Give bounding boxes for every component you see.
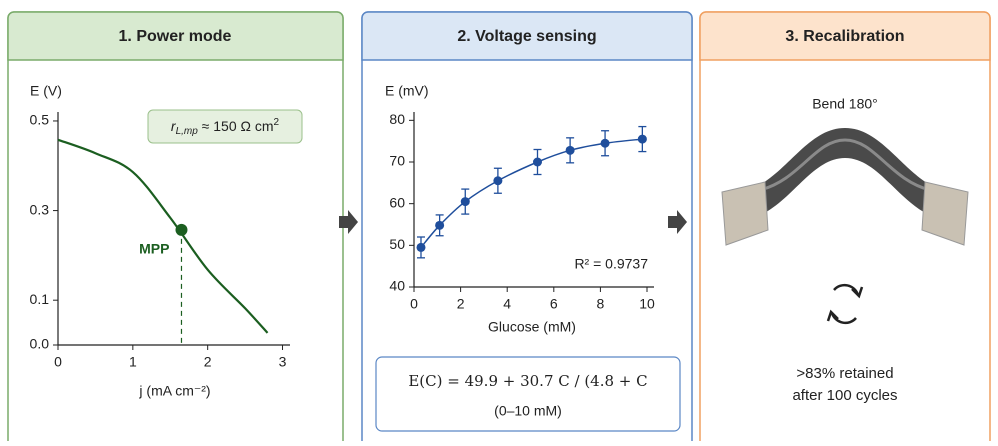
data-point bbox=[532, 157, 542, 167]
x-axis-label: j (mA cm⁻²) bbox=[138, 383, 210, 399]
y-tick-label: 0.3 bbox=[30, 201, 50, 217]
x-tick-label: 0 bbox=[410, 296, 418, 312]
mpp-point bbox=[175, 223, 188, 236]
note-line: >83% retained bbox=[796, 365, 893, 382]
flow-arrow bbox=[668, 210, 687, 234]
x-tick-label: 0 bbox=[54, 354, 62, 370]
data-point bbox=[493, 176, 503, 186]
y-tick-label: 80 bbox=[389, 111, 405, 127]
y-tick-label: 60 bbox=[389, 194, 405, 210]
annotation-part: L,mp bbox=[176, 126, 199, 137]
bent-device-photo bbox=[721, 128, 969, 246]
y-tick-label: 50 bbox=[389, 236, 405, 252]
photo-caption: Bend 180° bbox=[812, 96, 878, 112]
equation: E(C) = 49.9 + 30.7 C / (4.8 + C bbox=[408, 372, 647, 390]
annotation-part: ≈ 150 Ω cm bbox=[198, 118, 274, 134]
x-tick-label: 2 bbox=[457, 296, 465, 312]
equation-range: (0–10 mM) bbox=[494, 403, 562, 419]
x-tick-label: 4 bbox=[503, 296, 511, 312]
x-tick-label: 6 bbox=[550, 296, 558, 312]
x-tick-label: 3 bbox=[279, 354, 287, 370]
x-axis-label: Glucose (mM) bbox=[488, 319, 576, 335]
data-point bbox=[460, 197, 470, 207]
flow-arrow bbox=[339, 210, 358, 234]
cycle-icon bbox=[826, 283, 864, 325]
annotation-box bbox=[147, 109, 303, 144]
curve bbox=[57, 138, 269, 334]
data-point bbox=[416, 242, 426, 252]
panel-title: 1. Power mode bbox=[119, 28, 232, 45]
data-point bbox=[565, 145, 575, 155]
x-tick-label: 8 bbox=[597, 296, 605, 312]
panel-title: 3. Recalibration bbox=[785, 28, 904, 45]
equation-box bbox=[375, 356, 681, 432]
annotation: rL,mp ≈ 150 Ω cm2 bbox=[171, 117, 280, 137]
panel-header bbox=[7, 11, 344, 61]
y-axis-label: E (V) bbox=[30, 83, 62, 99]
panel-header bbox=[699, 11, 991, 61]
y-tick-label: 70 bbox=[389, 153, 405, 169]
y-tick-label: 0.0 bbox=[30, 336, 50, 352]
x-tick-label: 10 bbox=[639, 296, 655, 312]
data-point bbox=[435, 220, 445, 230]
data-point bbox=[637, 134, 647, 144]
y-tick-label: 0.1 bbox=[30, 291, 50, 307]
y-tick-label: 40 bbox=[389, 278, 405, 294]
annotation-part: 2 bbox=[274, 117, 280, 128]
annotation-part: r bbox=[171, 118, 177, 134]
data-point bbox=[600, 138, 610, 148]
annotation: R² = 0.9737 bbox=[574, 256, 648, 272]
x-tick-label: 1 bbox=[129, 354, 137, 370]
panel-header bbox=[361, 11, 693, 61]
panel-title: 2. Voltage sensing bbox=[457, 28, 596, 45]
y-tick-label: 0.5 bbox=[30, 112, 50, 128]
x-tick-label: 2 bbox=[204, 354, 212, 370]
mpp-label: MPP bbox=[139, 241, 169, 257]
note-line: after 100 cycles bbox=[792, 387, 897, 404]
y-axis-label: E (mV) bbox=[385, 83, 429, 99]
